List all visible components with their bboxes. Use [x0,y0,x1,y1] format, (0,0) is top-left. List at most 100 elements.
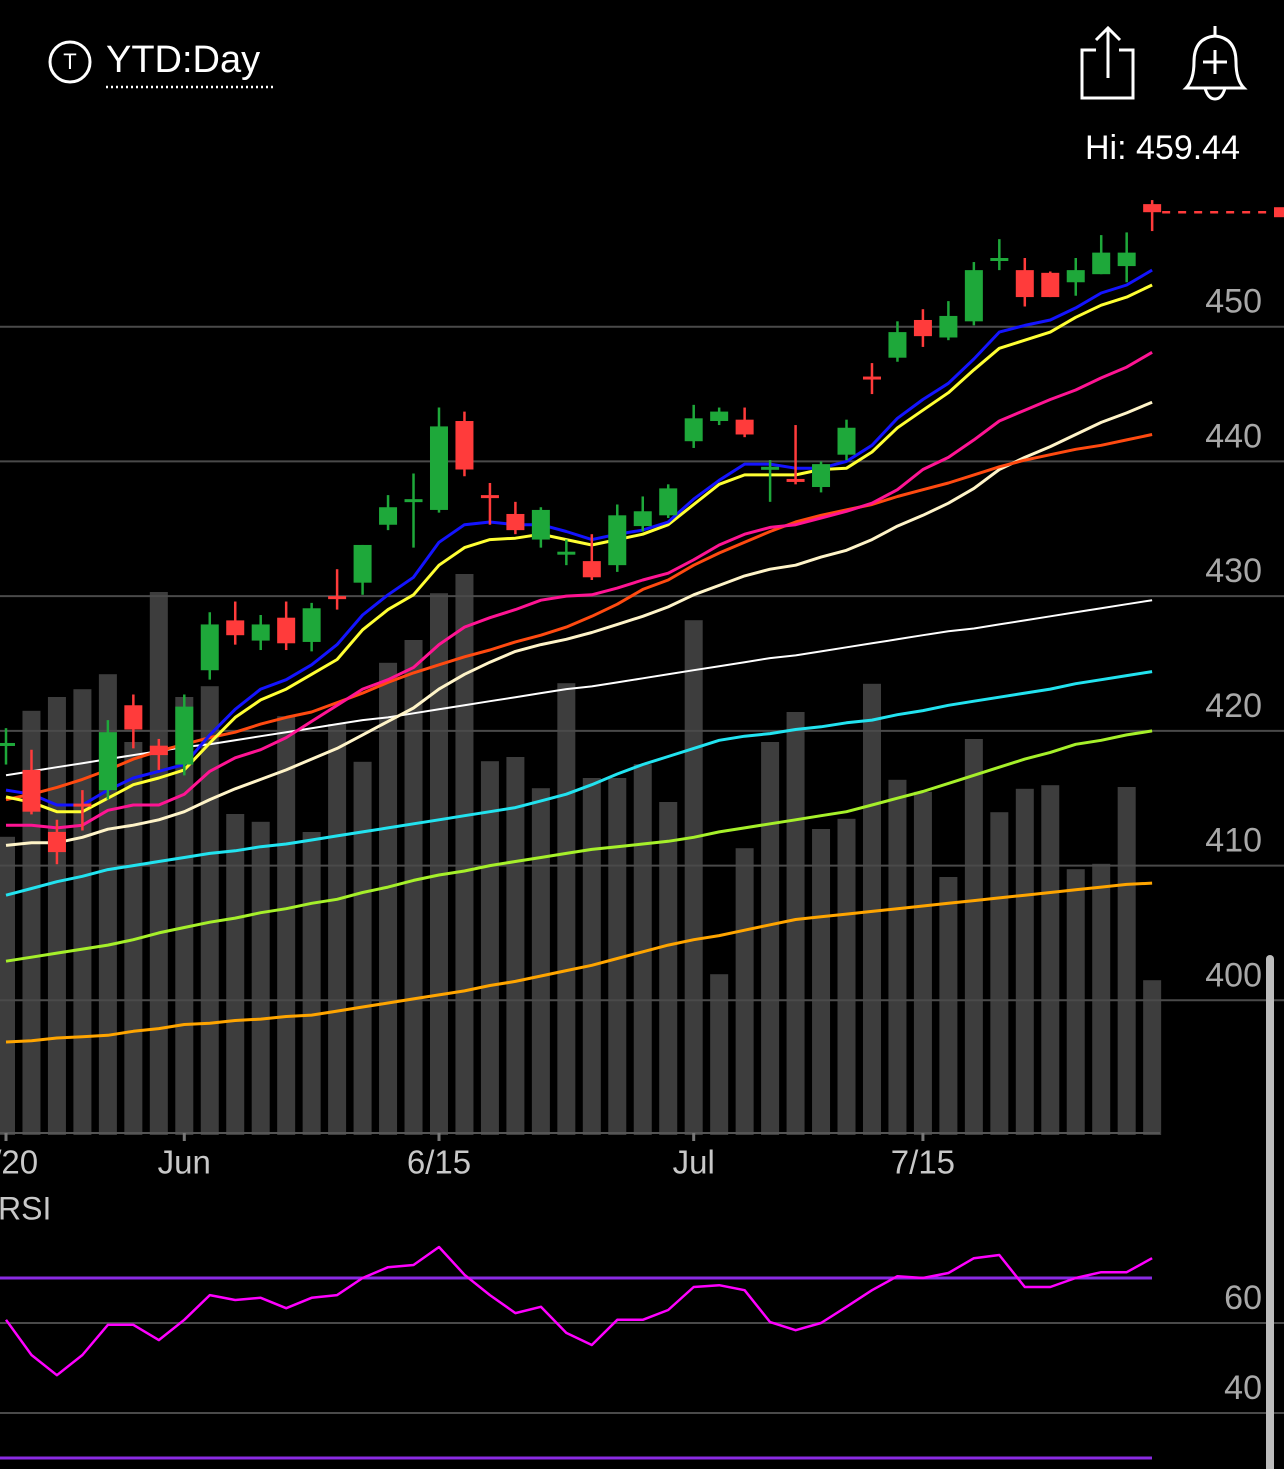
volume-bar [557,683,576,1135]
candle-body [1117,252,1136,267]
volume-bar [964,739,983,1135]
rsi-line [4,1245,1153,1377]
volume-bar [429,593,448,1135]
candle-body [149,745,168,756]
range-selector[interactable]: T YTD:Day [48,39,274,89]
candle-body [328,596,347,600]
candle-body [608,515,627,566]
moving-average [5,283,1153,814]
candle-body [557,551,576,555]
candle-body [175,706,194,765]
candle-body [659,488,678,516]
candle-body [939,315,958,338]
candle-body [1015,270,1034,298]
volume-bar [1015,788,1034,1135]
mode-icon [48,40,92,84]
candle-body [1041,272,1060,298]
candle-body [302,608,321,642]
volume-bar [47,697,66,1135]
volume-bar [659,802,678,1135]
volume-bar [939,877,958,1135]
candle-body [73,803,92,807]
volume-bar [277,716,296,1135]
y-tick-label: 430 [1205,552,1262,590]
candle-body [582,561,601,578]
volume-bar [913,791,932,1135]
volume-bar [149,592,168,1135]
moving-average [5,881,1153,1044]
y-tick-label: 410 [1205,822,1262,860]
candle-body [379,507,398,525]
candle-body [913,319,932,337]
volume-bar [582,778,601,1135]
y-tick-label: 450 [1205,283,1262,321]
volume-bar [862,683,881,1135]
y-tick-label: 420 [1205,687,1262,725]
x-tick-label: Jul [673,1144,715,1181]
high-label: Hi: 459.44 [1085,129,1240,167]
volume-bar [226,814,245,1135]
candle-body [0,742,15,746]
candle-body [862,376,881,380]
moving-average [5,433,1153,802]
bell-detail [1203,26,1227,101]
candle-body [735,419,754,435]
volume-bar [480,761,499,1135]
volume-bar [353,761,372,1135]
candle-body [226,620,245,636]
moving-average [5,599,1153,777]
scrollbar[interactable] [1266,955,1274,1469]
x-tick-label: 5/20 [0,1144,38,1181]
volume-bar [73,689,92,1135]
candle-body [404,499,423,503]
volume-bar [1041,785,1060,1135]
volume-bar [302,832,321,1135]
candle-body [990,258,1009,262]
moving-average [5,729,1153,963]
volume-bar [812,829,831,1135]
volume-bar [888,779,907,1135]
candle-body [812,464,831,488]
candle-body [837,427,856,455]
volume-bar [633,764,652,1135]
y-tick-label: 400 [1205,956,1262,994]
last-price-marker [1274,207,1284,218]
volume-bar [761,742,780,1135]
candle-body [251,624,270,641]
moving-average [5,400,1153,847]
volume-bar [990,812,1009,1135]
volume-bar [455,574,474,1135]
candle-body [480,495,499,499]
volume-bar [251,821,270,1135]
volume-bar [1117,787,1136,1135]
volume-bar [786,712,805,1135]
moving-average [5,268,1153,807]
candle-body [200,624,219,671]
volume-bar [1066,869,1085,1135]
candle-body [888,332,907,358]
y-tick-label: 40 [1224,1369,1262,1407]
volume-bar [506,757,525,1135]
bell [1182,34,1248,90]
candle-body [633,511,652,527]
candle-body [47,831,66,853]
alert-button[interactable] [1182,26,1248,101]
share-box [1080,48,1135,100]
volume-bar [404,640,423,1135]
candle-body [1143,204,1162,213]
share-button[interactable] [1080,25,1135,100]
candle-body [277,617,296,644]
candle-body [124,705,143,730]
mode-icon-letter: T [63,49,76,74]
x-tick-label: 6/15 [407,1144,471,1181]
range-label: YTD:Day [106,39,260,81]
moving-average [5,670,1153,897]
volume-bar [837,818,856,1135]
candle-body [455,421,474,470]
candle-body [710,411,729,422]
candle-body [429,426,448,510]
candle-body [761,466,780,470]
volume-bar [710,974,729,1135]
volume-bar [379,662,398,1135]
